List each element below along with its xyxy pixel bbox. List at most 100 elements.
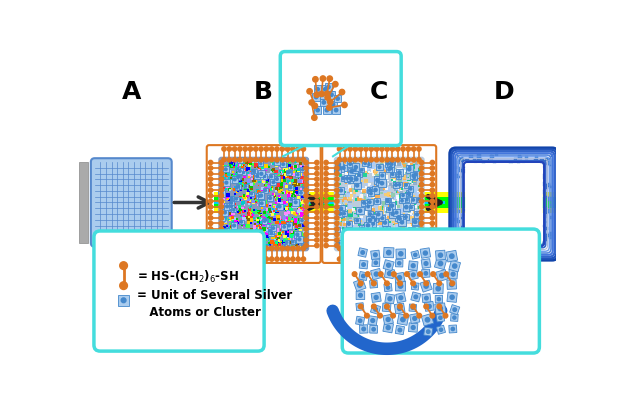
Bar: [228, 217, 232, 220]
Bar: [353, 200, 354, 202]
Bar: [394, 182, 396, 185]
Bar: [380, 176, 384, 180]
Bar: [290, 191, 293, 194]
Bar: [275, 163, 278, 166]
Bar: [405, 228, 407, 230]
Bar: [361, 244, 364, 247]
Bar: [247, 235, 249, 237]
Bar: [250, 196, 251, 197]
Bar: [435, 258, 446, 270]
Bar: [353, 220, 357, 223]
Circle shape: [219, 211, 223, 215]
Bar: [232, 174, 234, 177]
Bar: [248, 246, 249, 247]
Bar: [303, 214, 306, 217]
Bar: [292, 231, 293, 233]
Bar: [252, 179, 256, 182]
Bar: [391, 168, 394, 172]
Circle shape: [324, 233, 328, 237]
Circle shape: [358, 319, 362, 323]
Bar: [386, 200, 390, 204]
Bar: [362, 246, 364, 248]
Bar: [258, 193, 264, 199]
Bar: [368, 218, 371, 222]
Bar: [387, 193, 391, 197]
Bar: [474, 159, 476, 161]
Bar: [248, 177, 250, 178]
Bar: [389, 220, 391, 221]
Bar: [258, 170, 260, 173]
Circle shape: [370, 193, 372, 195]
Bar: [299, 177, 302, 179]
Bar: [290, 226, 292, 228]
Bar: [297, 184, 298, 185]
Bar: [396, 184, 400, 188]
Bar: [337, 200, 341, 204]
Bar: [242, 216, 243, 217]
Bar: [383, 184, 386, 186]
Bar: [257, 220, 261, 224]
Circle shape: [339, 207, 343, 211]
Bar: [282, 178, 285, 181]
Bar: [336, 165, 344, 173]
Bar: [229, 190, 231, 191]
Bar: [404, 234, 409, 240]
Bar: [292, 193, 294, 196]
Bar: [273, 234, 275, 236]
Circle shape: [219, 238, 223, 243]
Bar: [358, 190, 363, 194]
Bar: [353, 168, 355, 171]
Bar: [410, 190, 413, 192]
Bar: [392, 179, 396, 182]
Circle shape: [391, 174, 394, 176]
Bar: [246, 236, 249, 239]
Circle shape: [412, 273, 415, 277]
Bar: [267, 211, 269, 214]
Bar: [237, 222, 240, 224]
Bar: [233, 187, 236, 190]
Bar: [223, 173, 225, 174]
Circle shape: [280, 257, 284, 262]
Bar: [257, 210, 258, 211]
Bar: [285, 208, 288, 211]
Bar: [391, 179, 393, 182]
Circle shape: [284, 246, 285, 248]
Bar: [278, 199, 282, 203]
Bar: [404, 205, 406, 208]
Bar: [280, 202, 284, 206]
Bar: [294, 194, 296, 196]
Bar: [420, 200, 423, 203]
Bar: [357, 207, 364, 215]
Bar: [287, 212, 290, 215]
Circle shape: [358, 257, 363, 262]
Bar: [264, 217, 267, 220]
Circle shape: [369, 189, 371, 192]
Bar: [239, 240, 240, 241]
Bar: [228, 245, 230, 247]
Bar: [422, 314, 434, 326]
Bar: [272, 193, 275, 196]
Bar: [339, 175, 342, 177]
Bar: [447, 292, 457, 303]
Circle shape: [330, 94, 333, 97]
Bar: [300, 219, 303, 222]
Bar: [414, 210, 418, 214]
Bar: [323, 107, 331, 115]
Circle shape: [412, 257, 416, 262]
Bar: [417, 192, 421, 196]
Bar: [390, 168, 392, 170]
Circle shape: [238, 186, 240, 188]
Bar: [254, 220, 256, 222]
Bar: [543, 166, 545, 168]
Circle shape: [292, 242, 294, 243]
Bar: [224, 217, 227, 220]
Circle shape: [264, 221, 266, 223]
Bar: [296, 231, 298, 233]
Bar: [504, 250, 506, 252]
Bar: [295, 166, 298, 168]
Bar: [256, 196, 258, 197]
Bar: [266, 205, 269, 207]
Circle shape: [219, 205, 223, 209]
Bar: [289, 200, 293, 204]
Bar: [383, 226, 385, 229]
